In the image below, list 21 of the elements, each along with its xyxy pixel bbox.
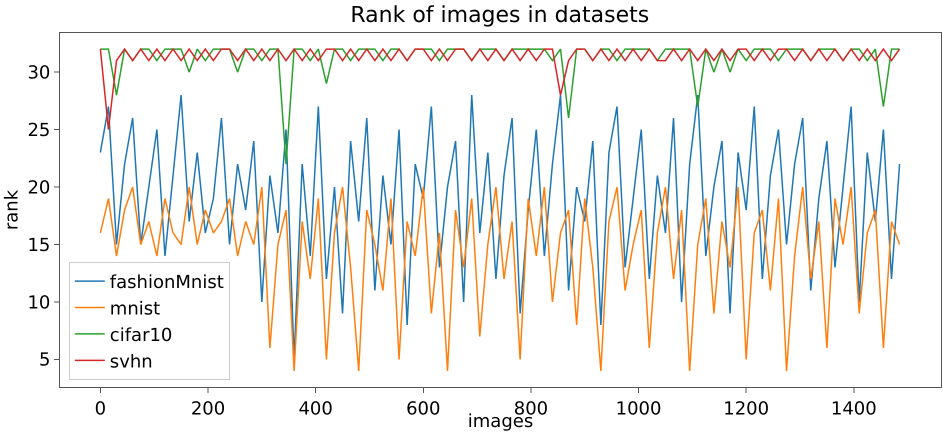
legend-label: svhn <box>110 351 153 372</box>
x-tick-label: 1200 <box>723 398 770 420</box>
chart-title: Rank of images in datasets <box>350 2 650 28</box>
x-tick-label: 400 <box>298 398 333 420</box>
legend-label: mnist <box>110 298 160 320</box>
line-series <box>100 186 900 372</box>
x-tick-label: 1000 <box>616 398 662 420</box>
x-tick-label: 1400 <box>830 398 877 420</box>
y-tick-label: 10 <box>27 292 50 314</box>
y-tick-label: 15 <box>27 234 50 256</box>
y-tick-label: 5 <box>38 350 50 371</box>
line-series <box>100 48 900 130</box>
y-tick-label: 25 <box>27 120 50 141</box>
y-tick-label: 20 <box>27 177 50 198</box>
legend-label: fashionMnist <box>110 272 224 294</box>
x-tick-label: 0 <box>94 398 106 420</box>
y-tick-label: 30 <box>27 62 50 84</box>
legend-label: cifar10 <box>110 324 172 346</box>
x-tick-label: 200 <box>190 398 226 420</box>
y-axis-title: rank <box>2 189 23 230</box>
x-tick-label: 600 <box>406 398 440 420</box>
